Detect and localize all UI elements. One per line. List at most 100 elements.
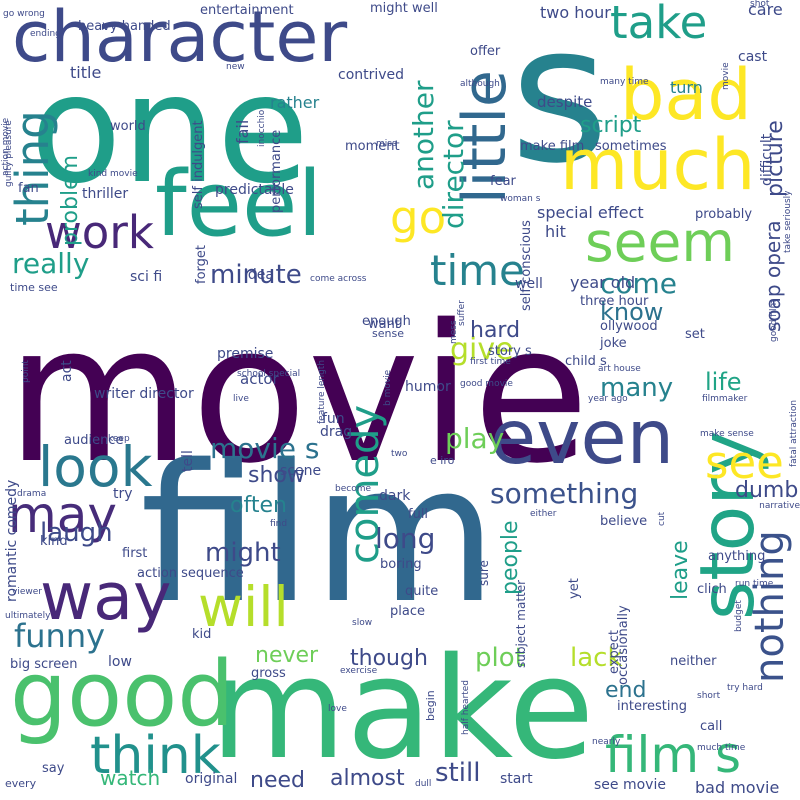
word-64: rather bbox=[270, 93, 320, 112]
word-150: become bbox=[335, 484, 372, 494]
word-114: miss bbox=[376, 139, 397, 149]
word-120: fan bbox=[18, 181, 39, 196]
word-192: say bbox=[42, 761, 65, 776]
word-54: though bbox=[350, 646, 428, 671]
word-45: life bbox=[705, 368, 742, 396]
word-87: probably bbox=[695, 207, 753, 222]
word-31: minute bbox=[210, 260, 302, 290]
word-85: woman s bbox=[500, 194, 541, 204]
word-95: story s bbox=[488, 344, 532, 359]
word-193: original bbox=[185, 771, 238, 787]
word-14: way bbox=[40, 560, 172, 635]
word-170: clich bbox=[697, 582, 727, 597]
word-183: half hearted bbox=[461, 680, 471, 735]
word-140: live bbox=[233, 394, 249, 404]
word-146: drag bbox=[320, 424, 353, 440]
word-108: world bbox=[110, 119, 146, 134]
word-70: go wrong bbox=[3, 9, 45, 19]
word-3: make bbox=[210, 628, 595, 791]
word-72: care bbox=[748, 0, 783, 19]
word-96: joke bbox=[600, 336, 627, 351]
word-41: come bbox=[600, 267, 678, 300]
word-88: special effect bbox=[537, 203, 644, 222]
word-44: give bbox=[450, 332, 514, 367]
word-103: year ago bbox=[588, 394, 628, 404]
word-134: premise bbox=[217, 346, 274, 362]
word-197: bad movie bbox=[695, 778, 780, 797]
word-52: lack bbox=[570, 643, 623, 673]
word-184: short bbox=[697, 691, 721, 701]
word-27: film s bbox=[605, 726, 742, 784]
word-198: every bbox=[5, 777, 37, 790]
word-61: show bbox=[248, 463, 305, 488]
word-126: well bbox=[515, 276, 543, 292]
word-76: offer bbox=[470, 44, 501, 59]
word-68: heavy handed bbox=[78, 19, 171, 34]
word-112: performance bbox=[269, 129, 284, 213]
word-107: make sense bbox=[700, 429, 754, 439]
word-139: school special bbox=[237, 369, 301, 379]
word-142: writer director bbox=[94, 386, 194, 402]
word-86: take seriously bbox=[783, 190, 793, 254]
word-18: thing bbox=[6, 110, 59, 226]
word-33: another bbox=[407, 80, 440, 191]
word-98: child s bbox=[565, 354, 607, 369]
word-82: sometimes bbox=[595, 139, 667, 154]
word-106: good film bbox=[769, 299, 779, 342]
word-153: drama bbox=[17, 489, 47, 499]
word-5: character bbox=[12, 0, 348, 78]
word-182: try hard bbox=[727, 683, 763, 693]
word-35: script bbox=[580, 113, 642, 138]
word-167: quite bbox=[405, 584, 439, 599]
word-23: think bbox=[90, 726, 221, 786]
word-164: boring bbox=[380, 557, 422, 572]
word-94: suffer bbox=[457, 300, 467, 326]
word-154: find bbox=[270, 519, 288, 529]
word-149: dark bbox=[379, 488, 411, 504]
word-77: despite bbox=[537, 93, 593, 111]
word-69: entertainment bbox=[200, 3, 294, 18]
word-90: hit bbox=[545, 222, 566, 241]
word-91: year old bbox=[570, 273, 636, 292]
word-195: start bbox=[500, 771, 533, 787]
word-110: self indulgent bbox=[191, 120, 206, 209]
word-179: neither bbox=[670, 654, 717, 669]
word-125: come across bbox=[310, 274, 367, 284]
word-147: e iro bbox=[430, 454, 455, 467]
word-104: filmmaker bbox=[702, 394, 748, 404]
word-24: see bbox=[705, 436, 784, 489]
word-57: almost bbox=[330, 766, 405, 791]
word-59: watch bbox=[100, 766, 161, 790]
word-190: nearly bbox=[592, 737, 621, 747]
word-81: difficult bbox=[759, 133, 775, 186]
word-15: look bbox=[38, 435, 153, 499]
word-194: dull bbox=[415, 779, 432, 789]
word-135: actor bbox=[240, 370, 279, 388]
word-189: run time bbox=[735, 579, 774, 589]
word-39: might bbox=[205, 538, 281, 568]
word-176: expect bbox=[607, 630, 622, 674]
word-97: ollywood bbox=[600, 319, 658, 334]
word-1: film bbox=[140, 424, 498, 645]
word-111: fail bbox=[233, 119, 252, 144]
word-177: low bbox=[108, 654, 132, 670]
word-174: ultimately bbox=[5, 611, 51, 621]
word-36: problem bbox=[58, 154, 83, 246]
word-175: kid bbox=[192, 627, 212, 642]
word-152: try bbox=[113, 486, 133, 502]
word-16: work bbox=[45, 206, 154, 259]
word-92: three hour bbox=[580, 294, 649, 309]
word-17: take bbox=[610, 0, 708, 49]
word-180: gross bbox=[251, 666, 286, 681]
word-131: b movie bbox=[383, 369, 393, 406]
word-79: many time bbox=[600, 77, 649, 87]
word-63: two hour bbox=[540, 3, 611, 22]
word-100: art house bbox=[598, 364, 641, 374]
word-171: slow bbox=[352, 618, 373, 628]
word-178: big screen bbox=[10, 657, 78, 672]
word-83: make film bbox=[520, 139, 585, 154]
word-127: enough bbox=[362, 314, 411, 329]
word-138: point bbox=[21, 360, 31, 383]
word-60: often bbox=[230, 493, 287, 518]
